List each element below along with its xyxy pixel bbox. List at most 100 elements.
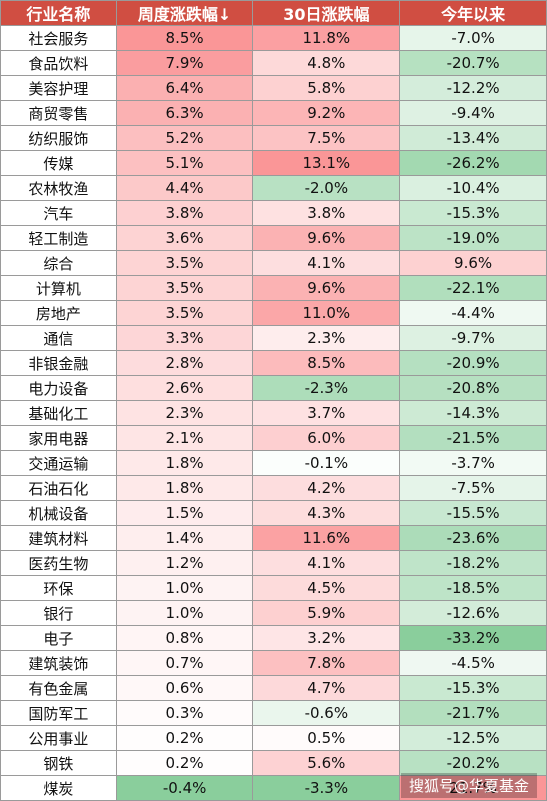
table-row: 商贸零售 6.3% 9.2% -9.4% bbox=[0, 100, 547, 126]
thirty-day-change-cell: 9.2% bbox=[252, 100, 401, 126]
industry-name-cell: 传媒 bbox=[0, 150, 117, 176]
header-30day-change[interactable]: 30日涨跌幅 bbox=[252, 0, 401, 26]
industry-name-cell: 计算机 bbox=[0, 275, 117, 301]
thirty-day-change-cell: 3.2% bbox=[252, 625, 401, 651]
thirty-day-change-cell: -0.6% bbox=[252, 700, 401, 726]
thirty-day-change-cell: -3.3% bbox=[252, 775, 401, 801]
industry-name-cell: 石油石化 bbox=[0, 475, 117, 501]
ytd-change-cell: -4.5% bbox=[399, 650, 547, 676]
industry-name-cell: 有色金属 bbox=[0, 675, 117, 701]
header-ytd-change[interactable]: 今年以来 bbox=[399, 0, 547, 26]
thirty-day-change-cell: 13.1% bbox=[252, 150, 401, 176]
industry-name-cell: 电子 bbox=[0, 625, 117, 651]
header-weekly-change[interactable]: 周度涨跌幅↓ bbox=[115, 0, 254, 26]
thirty-day-change-cell: 7.5% bbox=[252, 125, 401, 151]
weekly-change-cell: 1.2% bbox=[115, 550, 254, 576]
industry-name-cell: 农林牧渔 bbox=[0, 175, 117, 201]
table-row: 电力设备 2.6% -2.3% -20.8% bbox=[0, 375, 547, 401]
industry-name-cell: 煤炭 bbox=[0, 775, 117, 801]
thirty-day-change-cell: -0.1% bbox=[252, 450, 401, 476]
ytd-change-cell: -9.4% bbox=[399, 100, 547, 126]
thirty-day-change-cell: 2.3% bbox=[252, 325, 401, 351]
thirty-day-change-cell: 11.6% bbox=[252, 525, 401, 551]
weekly-change-cell: 2.8% bbox=[115, 350, 254, 376]
table-row: 煤炭 -0.4% -3.3% 21.7% bbox=[0, 775, 547, 801]
weekly-change-cell: 0.3% bbox=[115, 700, 254, 726]
weekly-change-cell: 2.1% bbox=[115, 425, 254, 451]
thirty-day-change-cell: 9.6% bbox=[252, 275, 401, 301]
thirty-day-change-cell: 4.8% bbox=[252, 50, 401, 76]
ytd-change-cell: -13.4% bbox=[399, 125, 547, 151]
weekly-change-cell: 0.7% bbox=[115, 650, 254, 676]
weekly-change-cell: 3.5% bbox=[115, 250, 254, 276]
thirty-day-change-cell: 4.7% bbox=[252, 675, 401, 701]
table-row: 房地产 3.5% 11.0% -4.4% bbox=[0, 300, 547, 326]
thirty-day-change-cell: 7.8% bbox=[252, 650, 401, 676]
table-row: 汽车 3.8% 3.8% -15.3% bbox=[0, 200, 547, 226]
industry-name-cell: 商贸零售 bbox=[0, 100, 117, 126]
ytd-change-cell: -15.5% bbox=[399, 500, 547, 526]
table-row: 建筑材料 1.4% 11.6% -23.6% bbox=[0, 525, 547, 551]
industry-name-cell: 美容护理 bbox=[0, 75, 117, 101]
weekly-change-cell: 3.5% bbox=[115, 275, 254, 301]
ytd-change-cell: -7.0% bbox=[399, 25, 547, 51]
thirty-day-change-cell: 4.3% bbox=[252, 500, 401, 526]
industry-name-cell: 钢铁 bbox=[0, 750, 117, 776]
ytd-change-cell: -21.5% bbox=[399, 425, 547, 451]
industry-name-cell: 房地产 bbox=[0, 300, 117, 326]
table-row: 石油石化 1.8% 4.2% -7.5% bbox=[0, 475, 547, 501]
thirty-day-change-cell: 5.9% bbox=[252, 600, 401, 626]
ytd-change-cell: -21.7% bbox=[399, 700, 547, 726]
weekly-change-cell: 5.2% bbox=[115, 125, 254, 151]
table-row: 美容护理 6.4% 5.8% -12.2% bbox=[0, 75, 547, 101]
industry-name-cell: 非银金融 bbox=[0, 350, 117, 376]
industry-name-cell: 综合 bbox=[0, 250, 117, 276]
header-industry-name: 行业名称 bbox=[0, 0, 117, 26]
thirty-day-change-cell: 4.5% bbox=[252, 575, 401, 601]
weekly-change-cell: 8.5% bbox=[115, 25, 254, 51]
ytd-change-cell: -26.2% bbox=[399, 150, 547, 176]
table-row: 综合 3.5% 4.1% 9.6% bbox=[0, 250, 547, 276]
table-row: 国防军工 0.3% -0.6% -21.7% bbox=[0, 700, 547, 726]
weekly-change-cell: 2.3% bbox=[115, 400, 254, 426]
industry-name-cell: 银行 bbox=[0, 600, 117, 626]
weekly-change-cell: 6.3% bbox=[115, 100, 254, 126]
table-row: 非银金融 2.8% 8.5% -20.9% bbox=[0, 350, 547, 376]
table-row: 家用电器 2.1% 6.0% -21.5% bbox=[0, 425, 547, 451]
table-row: 建筑装饰 0.7% 7.8% -4.5% bbox=[0, 650, 547, 676]
weekly-change-cell: 1.5% bbox=[115, 500, 254, 526]
ytd-change-cell: -18.2% bbox=[399, 550, 547, 576]
table-row: 有色金属 0.6% 4.7% -15.3% bbox=[0, 675, 547, 701]
thirty-day-change-cell: 6.0% bbox=[252, 425, 401, 451]
weekly-change-cell: 3.3% bbox=[115, 325, 254, 351]
ytd-change-cell: -20.9% bbox=[399, 350, 547, 376]
weekly-change-cell: 6.4% bbox=[115, 75, 254, 101]
table-row: 轻工制造 3.6% 9.6% -19.0% bbox=[0, 225, 547, 251]
table-row: 纺织服饰 5.2% 7.5% -13.4% bbox=[0, 125, 547, 151]
ytd-change-cell: -4.4% bbox=[399, 300, 547, 326]
industry-name-cell: 医药生物 bbox=[0, 550, 117, 576]
weekly-change-cell: -0.4% bbox=[115, 775, 254, 801]
ytd-change-cell: -15.3% bbox=[399, 675, 547, 701]
thirty-day-change-cell: -2.0% bbox=[252, 175, 401, 201]
ytd-change-cell: -10.4% bbox=[399, 175, 547, 201]
table-row: 基础化工 2.3% 3.7% -14.3% bbox=[0, 400, 547, 426]
table-row: 社会服务 8.5% 11.8% -7.0% bbox=[0, 25, 547, 51]
thirty-day-change-cell: 8.5% bbox=[252, 350, 401, 376]
industry-name-cell: 汽车 bbox=[0, 200, 117, 226]
industry-name-cell: 交通运输 bbox=[0, 450, 117, 476]
ytd-change-cell: -3.7% bbox=[399, 450, 547, 476]
weekly-change-cell: 1.4% bbox=[115, 525, 254, 551]
thirty-day-change-cell: 4.2% bbox=[252, 475, 401, 501]
industry-name-cell: 食品饮料 bbox=[0, 50, 117, 76]
table-body: 社会服务 8.5% 11.8% -7.0% 食品饮料 7.9% 4.8% -20.7% 美容护理… bbox=[0, 25, 547, 801]
weekly-change-cell: 4.4% bbox=[115, 175, 254, 201]
weekly-change-cell: 0.2% bbox=[115, 750, 254, 776]
ytd-change-cell: -20.7% bbox=[399, 50, 547, 76]
table-row: 医药生物 1.2% 4.1% -18.2% bbox=[0, 550, 547, 576]
thirty-day-change-cell: 4.1% bbox=[252, 550, 401, 576]
table-row: 计算机 3.5% 9.6% -22.1% bbox=[0, 275, 547, 301]
ytd-change-cell: -15.3% bbox=[399, 200, 547, 226]
thirty-day-change-cell: 3.7% bbox=[252, 400, 401, 426]
